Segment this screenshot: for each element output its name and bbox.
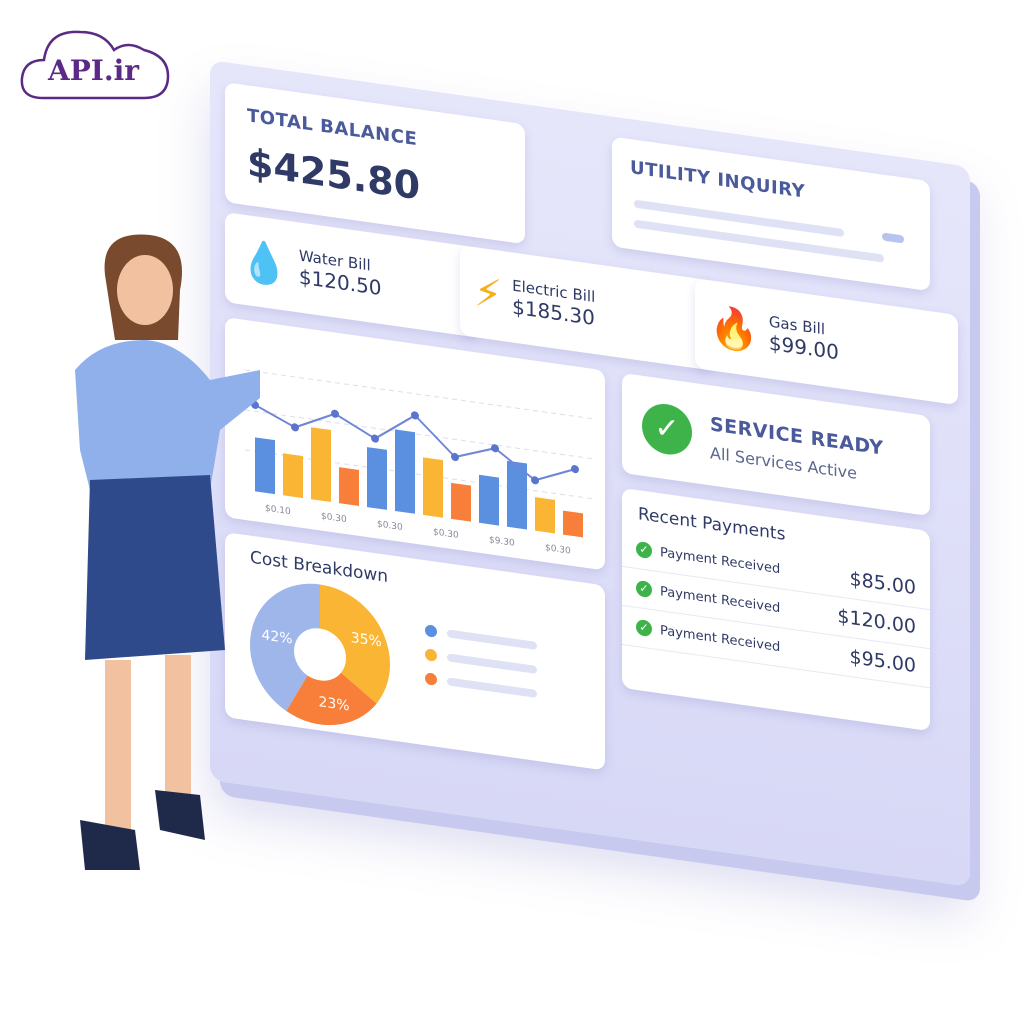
slice-label: 42% <box>262 627 293 647</box>
bar <box>479 474 499 526</box>
legend-item <box>425 624 537 652</box>
payment-label: Payment Received <box>660 622 781 655</box>
slice-label: 23% <box>318 694 349 714</box>
check-circle-icon: ✓ <box>642 400 692 458</box>
chart-card: $0.10 $0.30 $0.30 $0.30 $9.30 $0.30 <box>225 317 605 571</box>
bar <box>507 460 527 530</box>
x-tick-label: $0.30 <box>433 527 459 541</box>
line-point <box>531 476 539 485</box>
bar <box>423 457 443 518</box>
x-tick-label: $0.10 <box>265 504 291 518</box>
lightning-icon: ⚡ <box>474 269 503 320</box>
pie-slice <box>286 672 377 726</box>
bar <box>311 427 331 503</box>
bar-line-chart: $0.10 $0.30 $0.30 $0.30 $9.30 $0.30 <box>245 369 595 557</box>
cloud-icon <box>20 30 170 100</box>
payment-label: Payment Received <box>660 544 781 577</box>
gridline <box>245 449 595 500</box>
line-point <box>291 423 299 432</box>
check-icon: ✓ <box>636 540 652 560</box>
bill-card[interactable]: 🔥 Gas Bill $99.00 <box>695 278 958 406</box>
dashboard-board: TOTAL BALANCE $425.80 UTILITY INQUIRY 💧 W… <box>210 60 970 887</box>
logo: API.ir <box>18 18 178 108</box>
pie-slice <box>250 583 320 712</box>
line-point <box>331 409 339 418</box>
x-tick-label: $0.30 <box>545 543 571 557</box>
bar <box>535 497 555 534</box>
payment-amount: $95.00 <box>849 645 916 678</box>
line-point <box>371 434 379 443</box>
woman-presenter-illustration <box>75 234 260 870</box>
check-icon: ✓ <box>636 618 652 638</box>
recent-payments-card: Recent Payments ✓ Payment Received $85.00 ✓… <box>622 487 930 732</box>
pie-slice <box>320 584 390 704</box>
cost-breakdown-card: Cost Breakdown 35% 23% 42% <box>225 532 605 771</box>
gridline <box>245 369 595 420</box>
line-point <box>571 465 579 474</box>
line-point <box>451 452 459 462</box>
utility-inquiry-card: UTILITY INQUIRY <box>612 136 930 292</box>
x-tick-label: $0.30 <box>321 512 347 526</box>
x-tick-label: $0.30 <box>377 520 403 534</box>
flame-icon: 🔥 <box>709 302 759 356</box>
inquiry-label: UTILITY INQUIRY <box>630 157 806 203</box>
bar <box>367 447 387 510</box>
payment-amount: $85.00 <box>849 567 916 600</box>
bar <box>563 510 583 538</box>
payment-amount: $120.00 <box>837 605 916 639</box>
logo-text: API.ir <box>48 54 140 87</box>
bar <box>339 467 359 506</box>
payment-label: Payment Received <box>660 583 781 616</box>
slice-label: 35% <box>351 630 382 650</box>
line-point <box>411 411 419 420</box>
line-point <box>491 444 499 453</box>
x-tick-label: $9.30 <box>489 535 515 549</box>
legend-item <box>425 648 537 676</box>
bar <box>283 453 303 499</box>
bar <box>255 437 275 495</box>
legend-item <box>425 672 537 700</box>
balance-value: $425.80 <box>247 140 421 209</box>
inquiry-button[interactable] <box>882 232 904 244</box>
bar <box>451 482 471 522</box>
gridline <box>245 409 595 460</box>
bar <box>395 429 415 514</box>
donut-chart: 35% 23% 42% <box>250 583 390 726</box>
bill-card[interactable]: ⚡ Electric Bill $185.30 <box>460 245 713 371</box>
check-icon: ✓ <box>636 579 652 599</box>
